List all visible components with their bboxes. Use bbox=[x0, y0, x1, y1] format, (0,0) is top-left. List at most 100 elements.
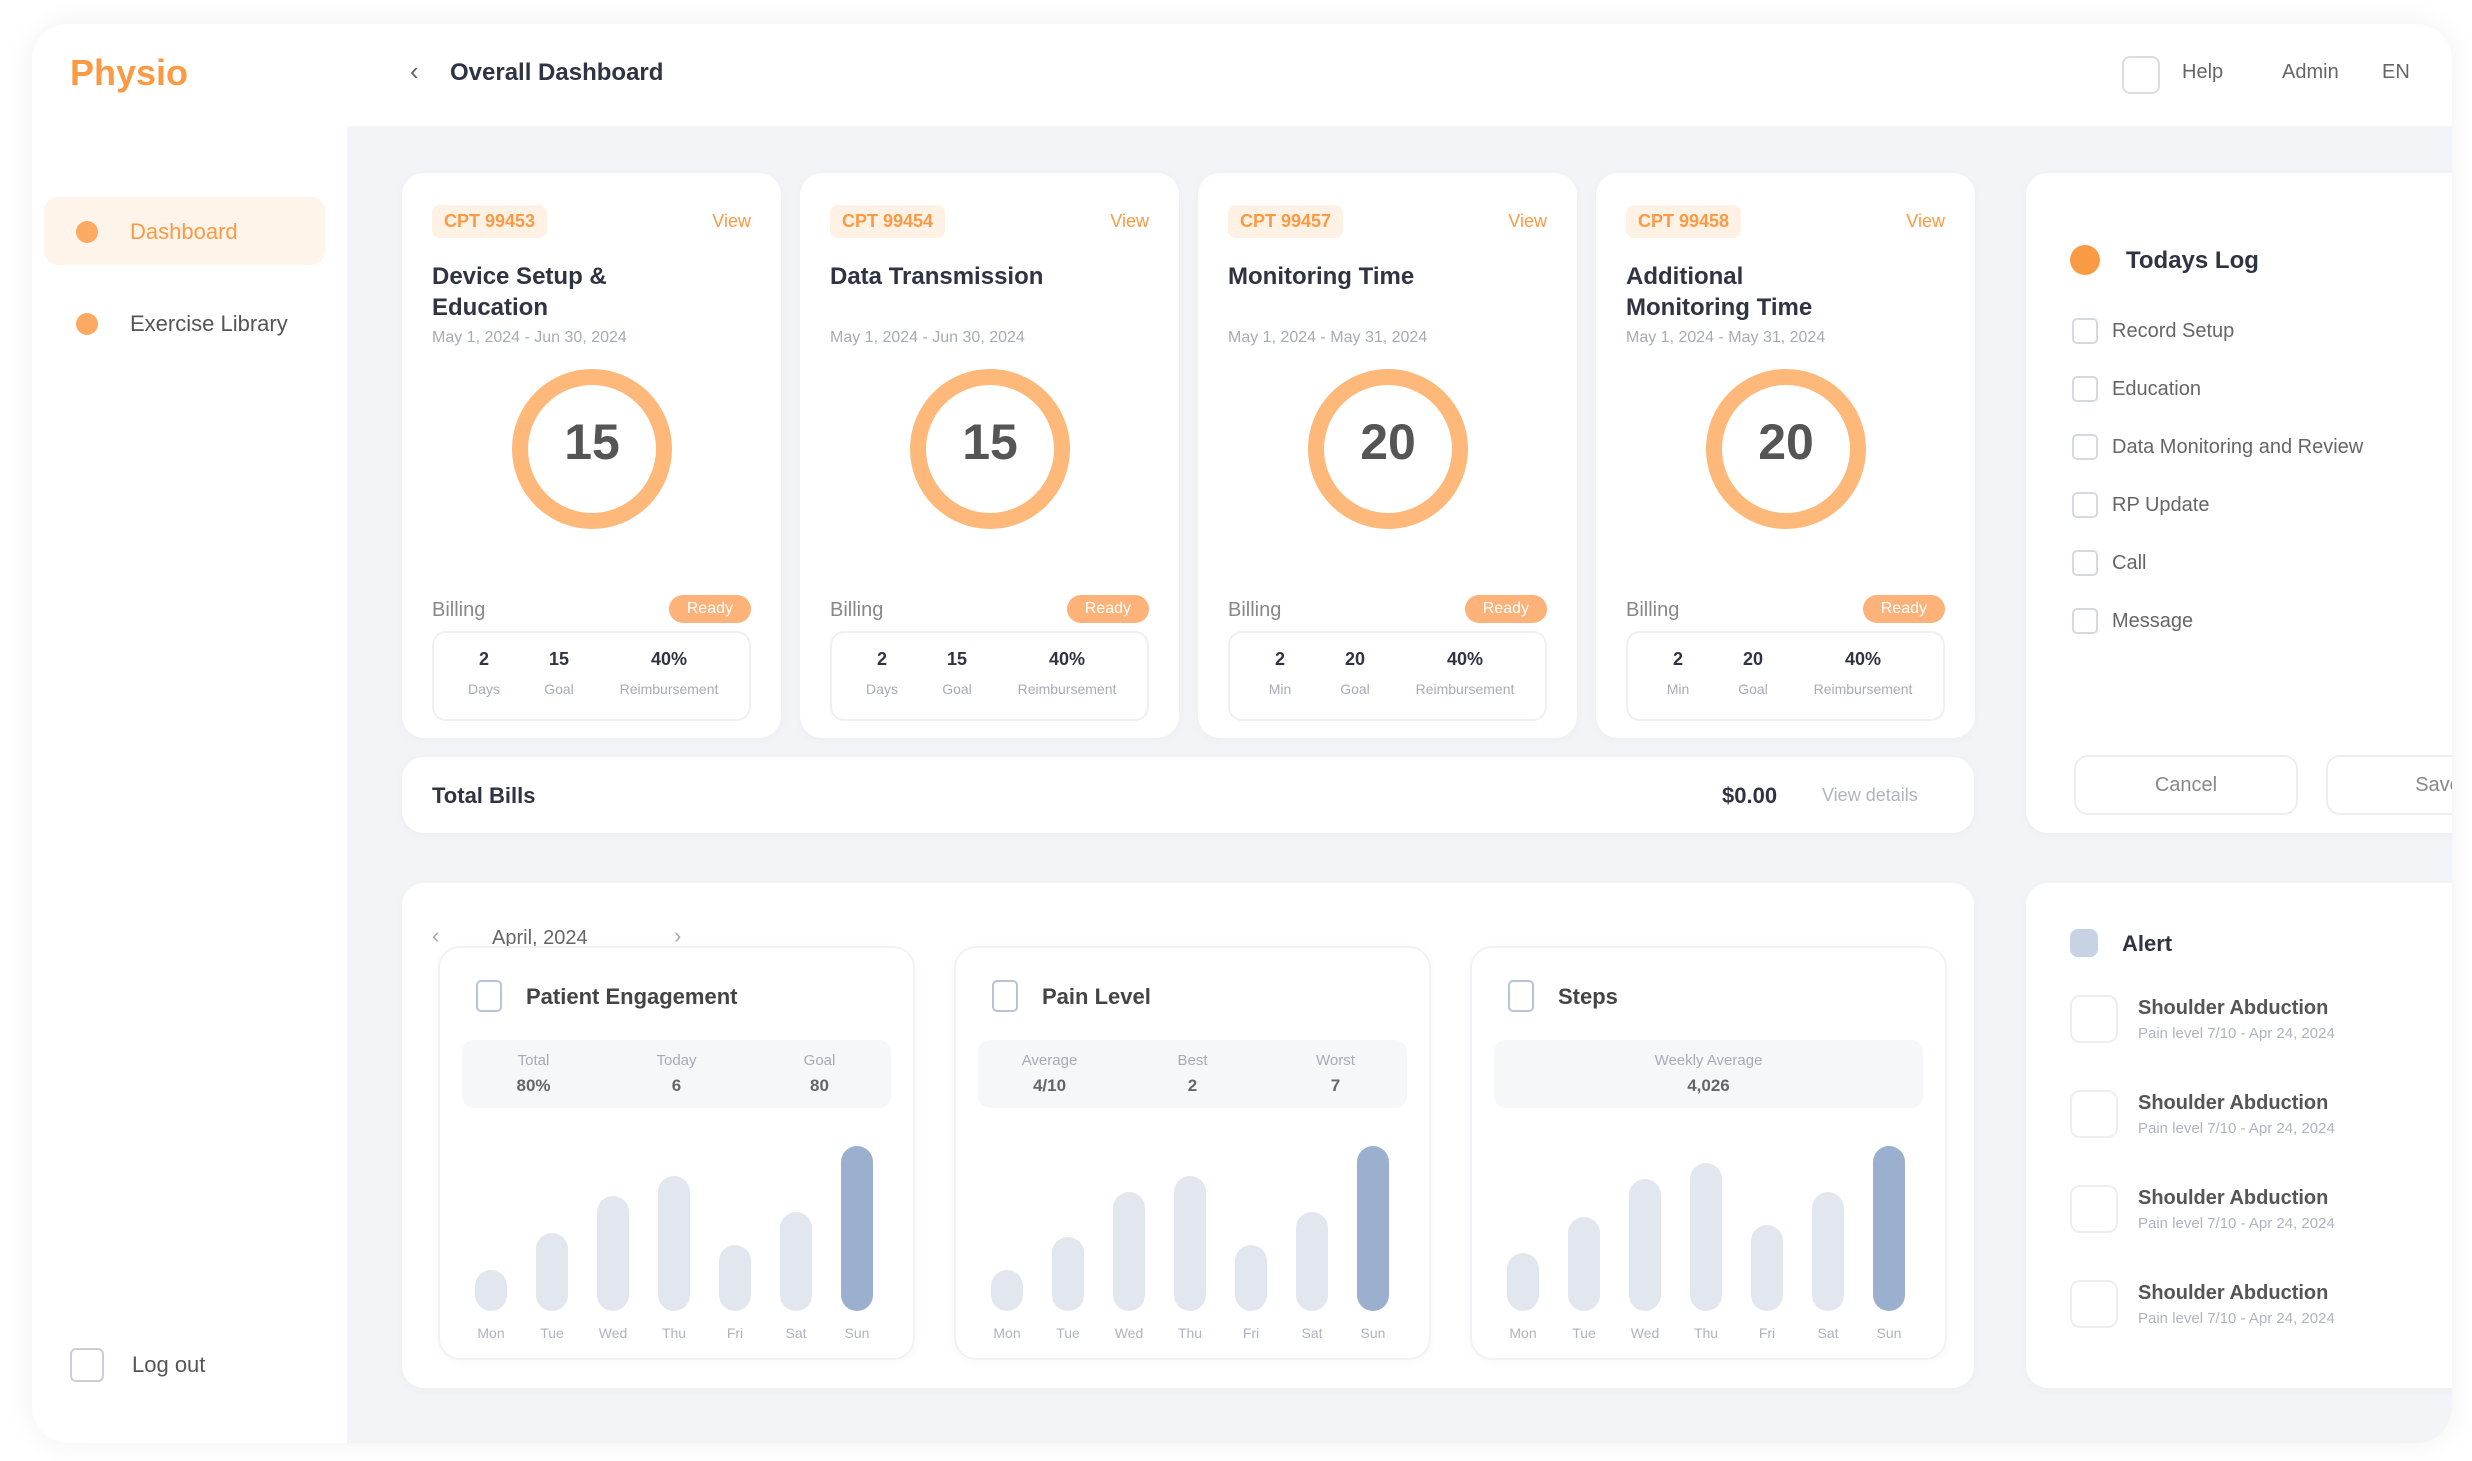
date-label: April, 2024 bbox=[492, 927, 588, 949]
chart-card: Steps Weekly Average 4,026 Mon Tue Wed Thu Fri S… bbox=[1470, 946, 1947, 1360]
stat-value: 40% bbox=[1446, 649, 1484, 669]
header-link[interactable]: EN bbox=[2382, 61, 2410, 83]
alert-item-detail: Pain level 7/10 - Apr 24, 2024 bbox=[2138, 1025, 2335, 1042]
card-link[interactable]: View bbox=[712, 211, 751, 231]
nav-item[interactable]: Exercise Library bbox=[44, 289, 325, 357]
back-arrow[interactable]: ‹ bbox=[410, 56, 419, 86]
nav-label: Exercise Library bbox=[130, 311, 288, 336]
card-link[interactable]: View bbox=[1508, 211, 1547, 231]
stats-box: Total 80% Today 6 Goal 80 bbox=[462, 1040, 891, 1108]
date-next[interactable]: › bbox=[674, 923, 682, 948]
checkbox[interactable] bbox=[2072, 434, 2098, 460]
bar bbox=[1873, 1146, 1905, 1311]
stat-label: Days bbox=[866, 681, 898, 697]
stat-label: Goal bbox=[803, 1052, 836, 1069]
chart-card: Patient Engagement Total 80% Today 6 Goal 80 Mo… bbox=[438, 946, 915, 1360]
chart-title: Patient Engagement bbox=[526, 984, 738, 1009]
day-label: Wed bbox=[1630, 1325, 1660, 1341]
nav-icon bbox=[76, 313, 98, 335]
card-tag: CPT 99457 bbox=[1228, 205, 1344, 238]
app: Physio Dashboard Exercise Library Log out ‹ O… bbox=[32, 24, 2452, 1443]
stat-label: Reimbursement bbox=[1813, 681, 1913, 697]
alert-item-title: Shoulder Abduction bbox=[2138, 1092, 2329, 1114]
chart-title: Pain Level bbox=[1042, 984, 1151, 1009]
chart-icon bbox=[476, 980, 502, 1012]
stats-box: Weekly Average 4,026 bbox=[1494, 1040, 1923, 1108]
checkbox[interactable] bbox=[2072, 492, 2098, 518]
day-label: Wed bbox=[1114, 1325, 1144, 1341]
log-item: Message bbox=[2112, 610, 2194, 632]
logout[interactable]: Log out bbox=[62, 1340, 262, 1390]
header-icon bbox=[2122, 56, 2160, 94]
alert-item-title: Shoulder Abduction bbox=[2138, 1282, 2329, 1304]
metrics-panel: ‹ April, 2024 › Patient Engagement Total 80% T… bbox=[402, 883, 1974, 1388]
log-button[interactable]: Save bbox=[2326, 755, 2452, 815]
bar bbox=[1052, 1236, 1084, 1311]
card-link[interactable]: View bbox=[1110, 211, 1149, 231]
checkbox[interactable] bbox=[2072, 550, 2098, 576]
stat-label: Goal bbox=[1738, 681, 1768, 697]
stat-label: Reimbursement bbox=[1415, 681, 1515, 697]
stat-value: 7 bbox=[1330, 1076, 1341, 1095]
todays-log: Todays Log Record Setup Education Data Moni… bbox=[2026, 173, 2452, 833]
card-date: May 1, 2024 - Jun 30, 2024 bbox=[830, 329, 1025, 346]
alert-item-title: Shoulder Abduction bbox=[2138, 1187, 2329, 1209]
card-title: Monitoring Time bbox=[1228, 263, 1415, 290]
day-label: Sun bbox=[1360, 1325, 1386, 1341]
card-link[interactable]: View bbox=[1906, 211, 1945, 231]
stat-label: Min bbox=[1268, 681, 1292, 697]
header-link[interactable]: Admin bbox=[2282, 61, 2339, 83]
alert-icon bbox=[2070, 929, 2098, 957]
day-label: Fri bbox=[726, 1325, 744, 1341]
checkbox[interactable] bbox=[2072, 608, 2098, 634]
log-item: RP Update bbox=[2112, 494, 2210, 516]
day-label: Thu bbox=[661, 1325, 687, 1341]
chart-card: Pain Level Average 4/10 Best 2 Worst 7 Mon Tue We… bbox=[954, 946, 1431, 1360]
checkbox[interactable] bbox=[2072, 376, 2098, 402]
total-bills: Total Bills $0.00 View details bbox=[402, 757, 1974, 833]
bar bbox=[1568, 1216, 1600, 1311]
stat-label: Best bbox=[1177, 1052, 1208, 1069]
bar bbox=[1296, 1212, 1328, 1311]
day-label: Wed bbox=[598, 1325, 628, 1341]
alert-item-icon bbox=[2070, 1090, 2118, 1138]
bar bbox=[1357, 1146, 1389, 1311]
day-label: Mon bbox=[477, 1325, 505, 1341]
bar bbox=[1690, 1162, 1722, 1311]
day-label: Sun bbox=[1876, 1325, 1902, 1341]
day-label: Sun bbox=[844, 1325, 870, 1341]
stat-label: Total bbox=[517, 1052, 550, 1069]
log-title: Todays Log bbox=[2126, 247, 2259, 274]
bar bbox=[1812, 1192, 1844, 1311]
log-item: Call bbox=[2112, 552, 2147, 574]
stats-box: 2 Days 15 Goal 40% Reimbursement bbox=[432, 631, 751, 721]
log-item: Data Monitoring and Review bbox=[2112, 436, 2364, 458]
total-value: $0.00 bbox=[1722, 783, 1778, 808]
metric-card: CPT 99457 View Monitoring Time May 1, 2024 … bbox=[1198, 173, 1577, 738]
checkbox[interactable] bbox=[2072, 318, 2098, 344]
bar bbox=[1507, 1253, 1539, 1311]
card-title: Additional Monitoring Time bbox=[1626, 263, 1813, 321]
stat-value: 40% bbox=[1844, 649, 1882, 669]
nav-item[interactable]: Dashboard bbox=[44, 197, 325, 265]
log-button[interactable]: Cancel bbox=[2074, 755, 2298, 815]
stat-label: Worst bbox=[1316, 1052, 1355, 1069]
bar bbox=[658, 1175, 690, 1311]
stat-label: Today bbox=[656, 1052, 697, 1069]
card-tag: CPT 99458 bbox=[1626, 205, 1742, 238]
stat-value: 2 bbox=[1672, 649, 1683, 669]
date-prev[interactable]: ‹ bbox=[432, 923, 440, 948]
stat-label: Goal bbox=[1340, 681, 1370, 697]
stats-box: 2 Days 15 Goal 40% Reimbursement bbox=[830, 631, 1149, 721]
total-link[interactable]: View details bbox=[1822, 785, 1918, 805]
stat-label: Reimbursement bbox=[1017, 681, 1117, 697]
header-link[interactable]: Help bbox=[2182, 61, 2224, 83]
stats-box: 2 Min 20 Goal 40% Reimbursement bbox=[1626, 631, 1945, 721]
logo: Physio bbox=[70, 52, 189, 93]
bar bbox=[841, 1146, 873, 1311]
nav-label: Dashboard bbox=[130, 219, 238, 244]
stat-value: 4,026 bbox=[1687, 1076, 1730, 1095]
stat-label: Weekly Average bbox=[1654, 1052, 1763, 1069]
stat-value: 15 bbox=[946, 649, 968, 669]
card-tag: CPT 99454 bbox=[830, 205, 946, 238]
